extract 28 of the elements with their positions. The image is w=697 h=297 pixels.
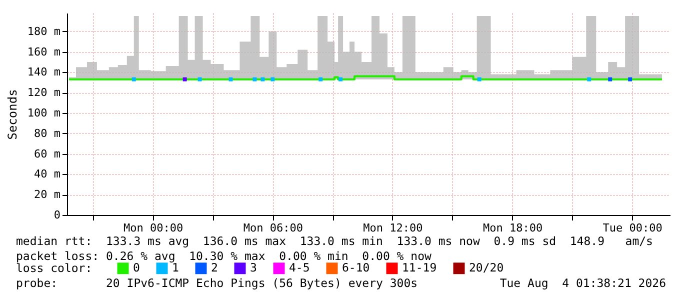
y-tick-label: 40 m — [34, 168, 61, 181]
legend-title: loss color: — [16, 261, 92, 275]
x-tick-label: Tue 00:00 — [602, 222, 662, 234]
y-axis-title: Seconds — [5, 89, 20, 140]
y-tick-label: 20 m — [34, 188, 61, 202]
legend-label: 0 — [133, 260, 140, 274]
text: probe: 20 IPv6-ICMP Echo Pings (56 Bytes) every 300s — [16, 276, 418, 290]
legend-label: 4-5 — [289, 260, 310, 274]
y-tick-label: 60 m — [34, 147, 61, 160]
y-tick-label: 80 m — [34, 126, 61, 140]
y-tick-label: 160 m — [27, 45, 61, 58]
y-tick-label: 140 m — [27, 66, 61, 79]
text: median rtt: 133.3 ms avg 136.0 ms max 133.0 ms min 133.0 ms now 0.9 ms sd 148.9 am/s — [16, 234, 653, 248]
y-tick-label: 180 m — [27, 24, 61, 38]
x-tick-label: Mon 12:00 — [363, 222, 423, 234]
legend-label: 2 — [211, 260, 218, 274]
y-tick-label: 120 m — [27, 86, 61, 100]
y-tick-label: 0 — [54, 208, 60, 222]
y-tick-label: 100 m — [27, 106, 61, 120]
legend-label: 3 — [250, 260, 257, 274]
legend-label: 11-19 — [402, 260, 437, 274]
x-tick-label: Mon 18:00 — [482, 222, 543, 234]
x-tick-label: Mon 06:00 — [243, 222, 303, 234]
x-tick-label: Mon 00:00 — [124, 222, 184, 234]
legend-label: 20/20 — [469, 260, 504, 274]
text: Tue Aug 4 01:38:21 2026 — [500, 276, 666, 290]
legend-label: 6-10 — [342, 260, 370, 274]
text: packet loss: 0.26 % avg 10.30 % max 0.00 % min 0.00 % now — [16, 249, 432, 263]
